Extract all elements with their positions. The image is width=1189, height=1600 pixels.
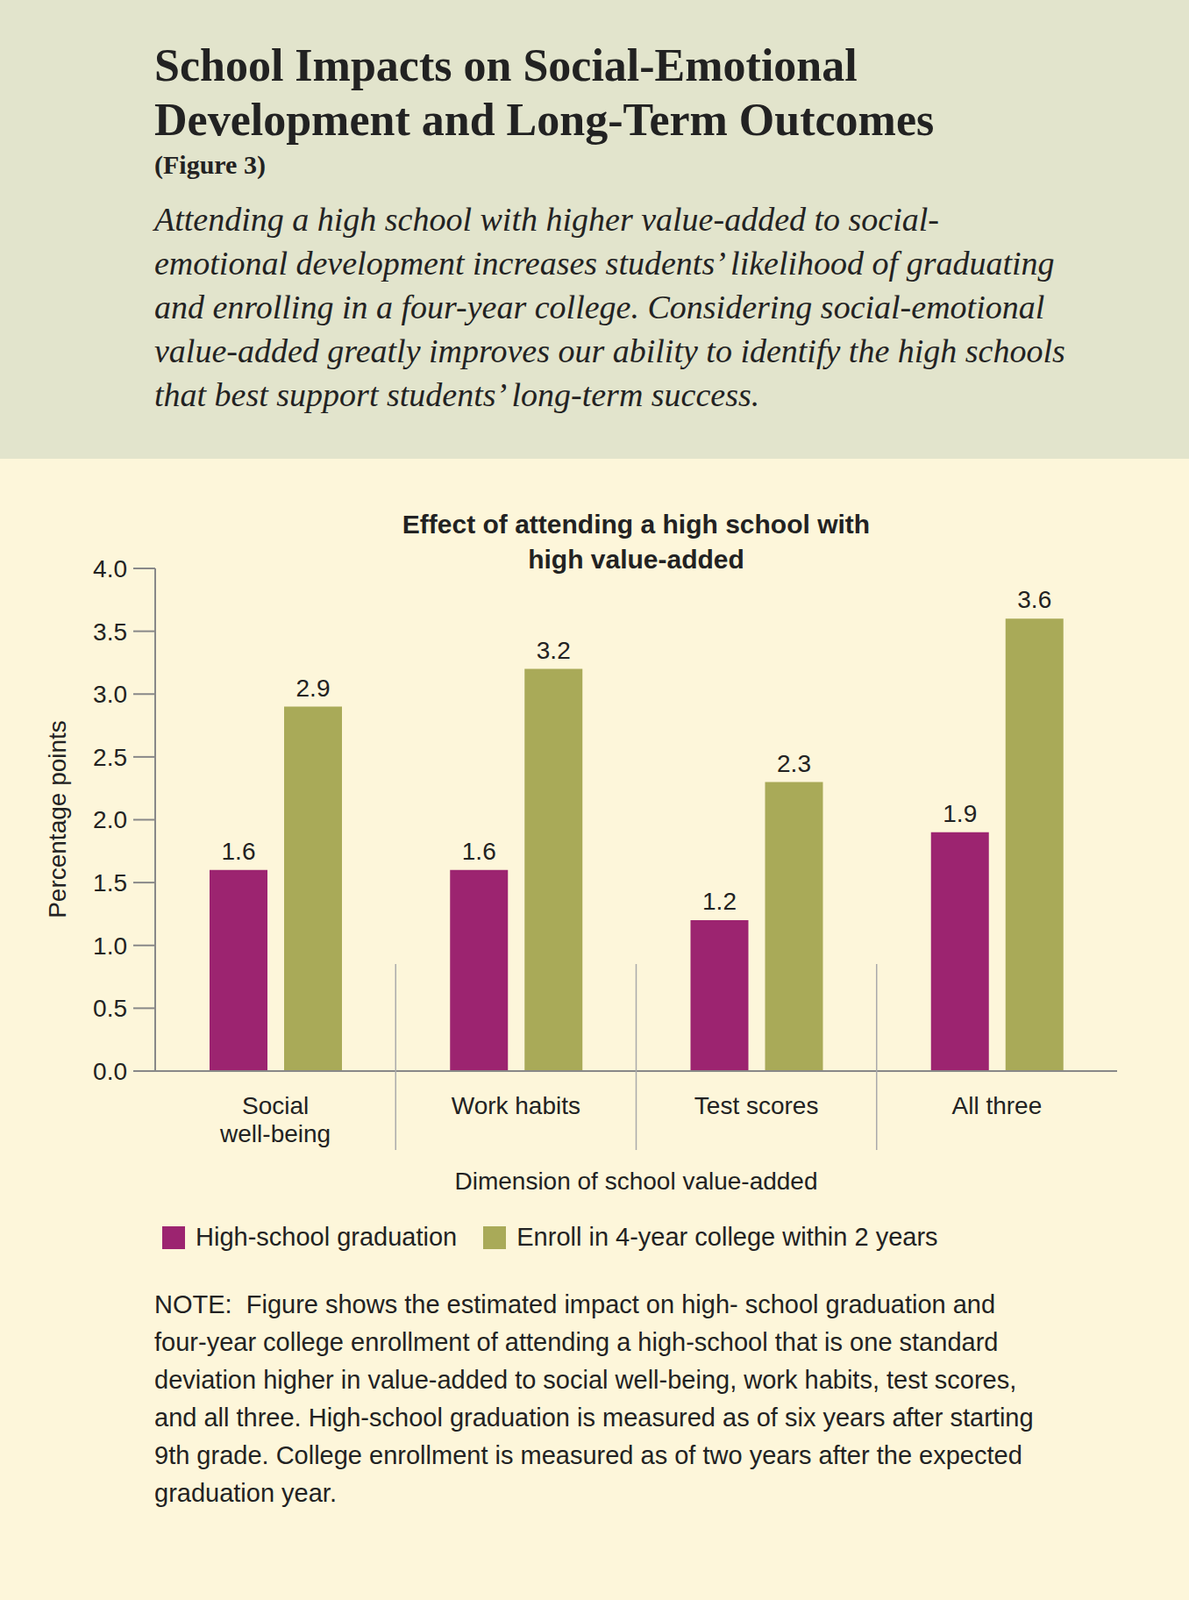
- html-text:High-school graduation: High-school graduation: [195, 1222, 458, 1251]
- svg-text:well-being: well-being: [219, 1119, 331, 1147]
- svg-text:1.2: 1.2: [702, 887, 737, 915]
- svg-text:1.6: 1.6: [221, 837, 257, 865]
- svg-text:2.3: 2.3: [776, 749, 812, 777]
- svg-text:3.5: 3.5: [92, 618, 128, 646]
- html-text:Effect of attending a high sch: Effect of attending a high school with h…: [402, 509, 871, 574]
- svg-text:1.6: 1.6: [462, 837, 497, 865]
- html-text:Percentage points: Percentage points: [43, 719, 72, 918]
- svg-text:Social: Social: [242, 1091, 309, 1119]
- svg-text:3.0: 3.0: [92, 680, 128, 708]
- html-text:Enroll in 4-year college withi: Enroll in 4-year college within 2 years: [516, 1222, 938, 1251]
- svg-text:Work habits: Work habits: [451, 1091, 581, 1119]
- svg-text:2.0: 2.0: [92, 805, 128, 834]
- svg-text:3.2: 3.2: [536, 636, 571, 664]
- svg-text:1.9: 1.9: [942, 799, 977, 827]
- svg-text:All three: All three: [952, 1091, 1043, 1119]
- svg-text:3.6: 3.6: [1017, 585, 1052, 613]
- svg-text:Test scores: Test scores: [694, 1091, 819, 1119]
- svg-text:1.0: 1.0: [92, 932, 128, 960]
- svg-text:2.9: 2.9: [296, 674, 331, 702]
- svg-text:0.5: 0.5: [92, 994, 128, 1022]
- html-text:NOTE: Figure shows the estimat: NOTE: Figure shows the estimated impact …: [154, 1289, 1041, 1507]
- svg-text:1.5: 1.5: [92, 868, 128, 897]
- html-text:(Figure 3): (Figure 3): [154, 149, 266, 179]
- html-text:School Impacts on Social-Emoti: School Impacts on Social-Emotional Devel…: [154, 40, 935, 145]
- svg-text:2.5: 2.5: [92, 743, 128, 771]
- svg-text:0.0: 0.0: [92, 1057, 128, 1085]
- svg-text:4.0: 4.0: [92, 555, 128, 583]
- html-text:Attending a high school with h: Attending a high school with higher valu…: [154, 200, 1066, 413]
- html-text:Dimension of school value-adde: Dimension of school value-added: [454, 1167, 818, 1195]
